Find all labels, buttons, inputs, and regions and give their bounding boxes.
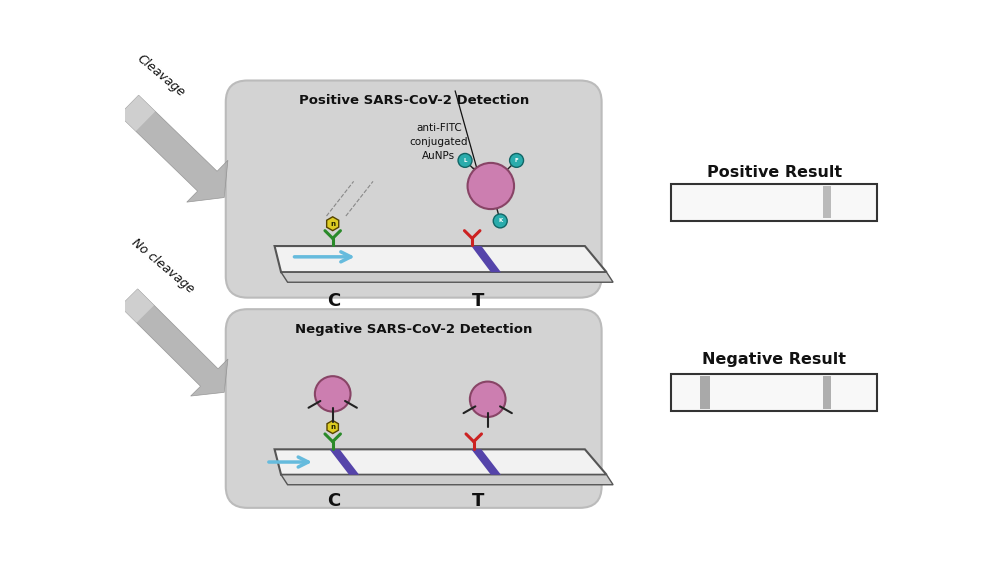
Polygon shape bbox=[281, 272, 613, 282]
Polygon shape bbox=[327, 217, 339, 231]
Polygon shape bbox=[275, 246, 607, 272]
Text: anti-FITC
conjugated
AuNPs: anti-FITC conjugated AuNPs bbox=[410, 123, 468, 161]
Bar bbox=[700, 376, 710, 408]
Text: T: T bbox=[471, 292, 484, 310]
Polygon shape bbox=[281, 475, 613, 485]
Circle shape bbox=[493, 214, 507, 228]
Bar bbox=[823, 186, 831, 218]
Text: K: K bbox=[498, 218, 502, 224]
Text: F: F bbox=[515, 158, 518, 163]
Text: Positive Result: Positive Result bbox=[707, 165, 842, 180]
Polygon shape bbox=[471, 449, 501, 475]
Circle shape bbox=[470, 382, 506, 417]
Circle shape bbox=[315, 376, 351, 411]
Circle shape bbox=[458, 153, 472, 167]
Bar bbox=[671, 184, 877, 221]
Text: T: T bbox=[471, 492, 484, 510]
Polygon shape bbox=[120, 289, 218, 369]
Polygon shape bbox=[471, 246, 501, 272]
Polygon shape bbox=[119, 95, 217, 171]
Polygon shape bbox=[120, 289, 228, 396]
Text: Negative Result: Negative Result bbox=[702, 352, 846, 367]
Text: C: C bbox=[328, 292, 341, 310]
Polygon shape bbox=[327, 421, 338, 433]
Circle shape bbox=[468, 163, 514, 209]
Text: L: L bbox=[463, 158, 467, 163]
Text: Cleavage: Cleavage bbox=[134, 52, 187, 100]
Text: Negative SARS-CoV-2 Detection: Negative SARS-CoV-2 Detection bbox=[295, 323, 532, 336]
Text: Positive SARS-CoV-2 Detection: Positive SARS-CoV-2 Detection bbox=[299, 94, 529, 107]
Circle shape bbox=[510, 153, 524, 167]
Polygon shape bbox=[119, 95, 228, 202]
Text: n: n bbox=[330, 424, 335, 430]
Text: C: C bbox=[328, 492, 341, 510]
Polygon shape bbox=[275, 449, 607, 475]
FancyBboxPatch shape bbox=[226, 309, 602, 508]
Bar bbox=[823, 376, 831, 408]
Text: n: n bbox=[330, 221, 335, 227]
Polygon shape bbox=[330, 449, 359, 475]
Text: No cleavage: No cleavage bbox=[129, 236, 197, 295]
FancyBboxPatch shape bbox=[226, 81, 602, 297]
Bar bbox=[671, 374, 877, 411]
